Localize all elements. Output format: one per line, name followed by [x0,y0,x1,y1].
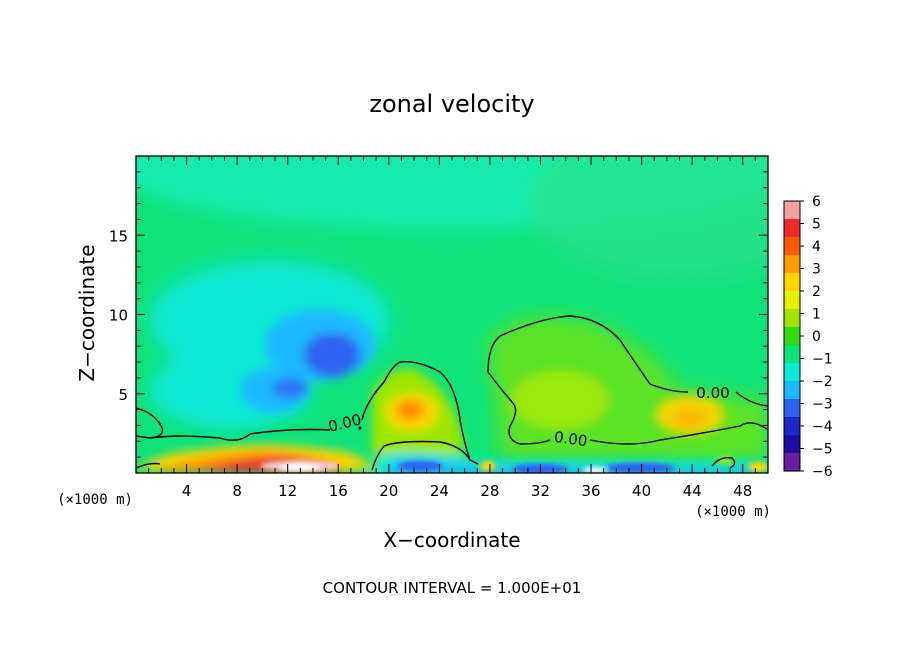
x-tick-labels: 4 8 12 16 20 24 28 32 36 40 44 48 [182,482,752,500]
x-axis-label: X−coordinate [383,528,520,552]
chart-title: zonal velocity [369,90,534,118]
colorbar-tick-label: −5 [812,442,833,458]
colorbar-tick-label: 6 [812,194,821,210]
colorbar-tick-label: 3 [812,262,821,278]
contour-interval-footer: CONTOUR INTERVAL = 1.000E+01 [323,579,582,597]
colorbar-band [784,255,800,274]
x-tick-label: 16 [329,482,348,500]
colorbar-band [784,435,800,454]
colorbar-tick-label: 5 [812,217,821,233]
contour-bump [711,456,736,469]
x-tick-label: 12 [278,482,297,500]
contour-middle-lower [371,440,471,471]
x-tick-label: 8 [232,482,242,500]
x-units-right: (×1000 m) [695,504,771,520]
colorbar [784,201,800,472]
colorbar-band [784,237,800,256]
contour-point [358,426,362,430]
colorbar-band [784,327,800,346]
colorbar-band [784,309,800,328]
contour-right-lower [487,371,551,445]
x-tick-label: 36 [581,482,600,500]
contour-label-3: 0.00 [696,384,729,402]
contour-far-right [735,391,768,407]
colorbar-band [784,453,800,472]
colorbar-tick-label: −3 [812,397,833,413]
contour-edge [136,462,161,469]
x-tick-label: 48 [733,482,752,500]
colorbar-band [784,381,800,400]
colorbar-tick-label: −2 [812,374,833,390]
colorbar-band [784,399,800,418]
y-axis-label: Z−coordinate [75,244,99,381]
colorbar-band [784,291,800,310]
contour-label-2: 0.00 [553,428,589,450]
colorbar-band [784,273,800,292]
x-tick-label: 40 [632,482,651,500]
contour-right-bottom [589,422,768,445]
heatmap-field [136,156,768,473]
colorbar-band [784,363,800,382]
colorbar-tick-label: 1 [812,307,821,323]
x-tick-label: 28 [480,482,499,500]
colorbar-band [784,345,800,364]
colorbar-tick-label: 2 [812,284,821,300]
contour-middle [361,361,479,465]
y-tick-label: 15 [109,227,128,245]
colorbar-band [784,417,800,436]
colorbar-tick-label: 4 [812,239,821,255]
colorbar-band [784,201,800,220]
x-tick-label: 20 [379,482,398,500]
y-tick-label: 5 [118,386,128,404]
x-tick-label: 4 [182,482,192,500]
y-tick-labels: 5 10 15 [109,227,128,404]
contour-lower-left [149,428,331,441]
colorbar-tick-label: −6 [812,464,833,480]
zero-contours [136,315,768,471]
contour-right [487,315,689,393]
axis-ticks [136,156,768,473]
colorbar-tick-label: −4 [812,419,833,435]
colorbar-tick-label: 0 [812,329,821,345]
colorbar-tick-label: −1 [812,352,833,368]
x-tick-label: 24 [430,482,449,500]
colorbar-labels: 6 5 4 3 2 1 0 −1 −2 −3 −4 −5 −6 [800,194,833,480]
colorbar-band [784,219,800,238]
y-tick-label: 10 [109,307,128,325]
x-units-left: (×1000 m) [57,492,133,508]
x-tick-label: 32 [531,482,550,500]
x-tick-label: 44 [683,482,702,500]
